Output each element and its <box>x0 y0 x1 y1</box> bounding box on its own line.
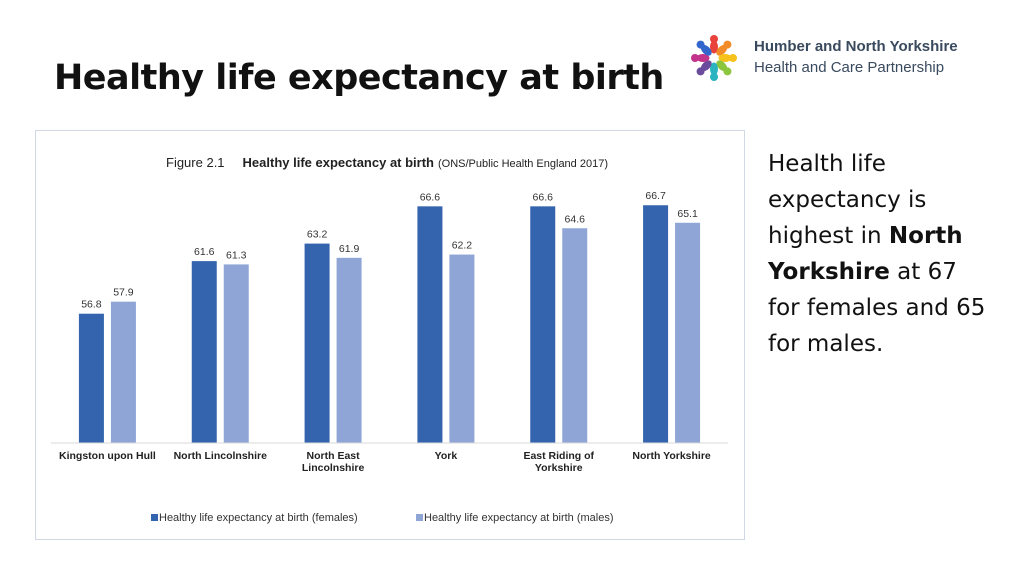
data-label: 66.7 <box>645 190 666 202</box>
bar <box>78 313 104 443</box>
legend-label: Healthy life expectancy at birth (female… <box>159 512 358 524</box>
data-label: 61.9 <box>339 243 360 255</box>
data-label: 61.3 <box>226 249 247 261</box>
logo-line1: Humber and North Yorkshire <box>754 38 958 55</box>
bar <box>643 205 669 443</box>
logo-line2: Health and Care Partnership <box>754 59 945 76</box>
logo-figure-body <box>716 60 728 72</box>
category-label: Kingston upon Hull <box>59 450 156 462</box>
bar <box>675 222 701 443</box>
data-label: 63.2 <box>307 229 328 241</box>
chart-title: Healthy life expectancy at birth <box>243 155 435 170</box>
bar <box>223 264 249 443</box>
data-label: 57.9 <box>113 287 134 299</box>
category-label: Lincolnshire <box>302 462 365 474</box>
legend-swatch <box>151 514 158 521</box>
category-label: North East <box>307 450 361 462</box>
figure-header: Figure 2.1 Healthy life expectancy at bir… <box>166 155 608 170</box>
side-text-part1: Health life expectancy is highest in <box>768 151 927 249</box>
data-label: 62.2 <box>452 240 473 252</box>
data-label: 56.8 <box>81 299 102 311</box>
logo-figure-body <box>700 44 712 56</box>
logo-figure-head <box>729 54 737 62</box>
logo-figure-head <box>710 73 718 81</box>
logo-figure-head <box>710 35 718 43</box>
logo-figure-body <box>718 54 732 62</box>
slide-title: Healthy life expectancy at birth <box>54 58 664 98</box>
logo-figure-body <box>716 44 728 56</box>
bar <box>449 254 475 443</box>
legend-swatch <box>416 514 423 521</box>
data-label: 65.1 <box>677 208 698 220</box>
data-label: 64.6 <box>565 213 586 225</box>
bar <box>110 301 136 443</box>
bar <box>417 206 443 443</box>
bar <box>562 228 588 443</box>
category-label: East Riding of <box>523 450 594 462</box>
people-cluster-icon <box>691 35 737 81</box>
chart-subtitle: (ONS/Public Health England 2017) <box>438 158 608 170</box>
bar <box>336 257 362 443</box>
bar-chart: Figure 2.1 Healthy life expectancy at bir… <box>51 155 728 524</box>
category-label: Yorkshire <box>535 462 583 474</box>
data-label: 61.6 <box>194 246 215 258</box>
partnership-logo: Humber and North Yorkshire Health and Ca… <box>686 28 996 92</box>
chart-frame: Figure 2.1 Healthy life expectancy at bir… <box>35 130 745 540</box>
figure-label: Figure 2.1 <box>166 155 225 170</box>
bar <box>304 243 330 443</box>
category-label: York <box>435 450 458 462</box>
bar <box>530 206 556 443</box>
side-text: Health life expectancy is highest in Nor… <box>768 146 988 362</box>
bar <box>191 261 217 443</box>
logo-figure-head <box>691 54 699 62</box>
logo-figure-body <box>710 40 718 54</box>
data-label: 66.6 <box>533 191 554 203</box>
legend-label: Healthy life expectancy at birth (males) <box>424 512 614 524</box>
data-label: 66.6 <box>420 191 441 203</box>
logo-figure-body <box>710 62 718 76</box>
category-label: North Yorkshire <box>632 450 711 462</box>
category-label: North Lincolnshire <box>174 450 267 462</box>
logo-figure-body <box>700 60 712 72</box>
logo-figure-body <box>696 54 710 62</box>
side-text-bold: North Yorkshire <box>768 223 963 285</box>
side-text-part2: at 67 for females and 65 for males. <box>768 259 986 357</box>
